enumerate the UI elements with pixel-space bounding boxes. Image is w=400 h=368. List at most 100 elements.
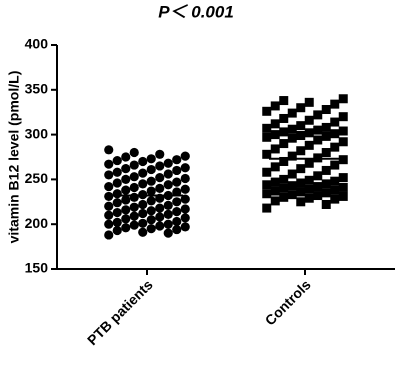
data-point bbox=[262, 189, 272, 199]
data-point bbox=[304, 140, 314, 150]
data-point bbox=[330, 99, 340, 109]
data-point bbox=[129, 147, 139, 158]
data-point bbox=[262, 123, 272, 133]
data-point bbox=[279, 96, 289, 106]
data-point bbox=[163, 169, 173, 179]
data-point bbox=[313, 182, 323, 192]
data-point bbox=[112, 225, 122, 236]
data-point bbox=[112, 167, 122, 177]
data-point bbox=[104, 230, 114, 240]
data-point bbox=[262, 106, 272, 116]
y-tick-label: 250 bbox=[25, 170, 49, 186]
data-point bbox=[330, 160, 340, 170]
data-point bbox=[304, 158, 314, 168]
data-point bbox=[146, 154, 156, 164]
data-point bbox=[338, 173, 348, 183]
y-tick-label: 300 bbox=[25, 125, 49, 141]
x-tick-label: PTB patients bbox=[84, 276, 156, 348]
data-point bbox=[129, 160, 139, 170]
data-point bbox=[172, 197, 182, 207]
data-point bbox=[313, 110, 323, 120]
data-point bbox=[279, 113, 289, 123]
data-point bbox=[279, 156, 289, 166]
data-point bbox=[338, 155, 348, 165]
data-point bbox=[180, 213, 190, 223]
y-tick-label: 350 bbox=[25, 81, 49, 97]
data-point bbox=[163, 209, 173, 219]
data-point bbox=[304, 115, 314, 125]
data-point bbox=[112, 198, 122, 208]
data-point bbox=[146, 186, 156, 196]
data-point bbox=[262, 180, 272, 190]
data-point bbox=[313, 191, 323, 201]
data-point bbox=[112, 217, 122, 228]
data-point bbox=[321, 148, 331, 158]
data-point bbox=[338, 112, 348, 122]
data-point bbox=[155, 161, 165, 171]
data-point bbox=[180, 204, 190, 214]
data-point bbox=[321, 122, 331, 132]
data-point bbox=[121, 152, 131, 162]
data-point bbox=[279, 139, 289, 149]
data-point bbox=[121, 223, 131, 233]
data-point bbox=[138, 227, 148, 237]
data-point bbox=[104, 181, 114, 192]
data-point bbox=[313, 125, 323, 135]
y-axis-label: vitamin B12 level (pmol/L) bbox=[6, 71, 22, 244]
data-point bbox=[146, 196, 156, 206]
data-point bbox=[296, 121, 306, 131]
data-point bbox=[138, 218, 148, 228]
data-point bbox=[296, 187, 306, 197]
data-point bbox=[330, 194, 340, 204]
data-point bbox=[121, 195, 131, 205]
data-point bbox=[287, 190, 297, 200]
data-point bbox=[313, 135, 323, 145]
data-point bbox=[279, 183, 289, 193]
data-point bbox=[163, 180, 173, 190]
data-point bbox=[279, 174, 289, 184]
data-point bbox=[262, 132, 272, 142]
data-point bbox=[172, 224, 182, 235]
data-point bbox=[104, 170, 114, 180]
data-point bbox=[129, 202, 139, 212]
data-point bbox=[146, 224, 156, 234]
data-point bbox=[180, 173, 190, 184]
data-point bbox=[112, 155, 122, 166]
data-point bbox=[270, 186, 280, 196]
data-point bbox=[279, 127, 289, 137]
data-point bbox=[180, 222, 190, 232]
x-tick-label: Controls bbox=[262, 276, 314, 328]
data-point bbox=[180, 184, 190, 194]
data-point bbox=[121, 214, 131, 224]
data-point bbox=[321, 131, 331, 141]
data-point bbox=[279, 192, 289, 202]
data-point bbox=[163, 219, 173, 229]
data-point bbox=[287, 108, 297, 118]
data-point bbox=[104, 145, 114, 155]
data-point bbox=[330, 142, 340, 152]
data-point bbox=[155, 221, 165, 231]
data-point bbox=[270, 119, 280, 129]
data-point bbox=[304, 128, 314, 138]
data-point bbox=[155, 173, 165, 183]
data-point bbox=[338, 137, 348, 147]
data-point bbox=[104, 201, 114, 211]
data-point bbox=[138, 208, 148, 219]
data-point bbox=[129, 172, 139, 182]
data-point bbox=[121, 164, 131, 174]
data-point bbox=[104, 159, 114, 169]
data-point bbox=[287, 124, 297, 134]
data-point bbox=[129, 192, 139, 202]
data-point bbox=[172, 207, 182, 217]
data-point bbox=[172, 165, 182, 176]
data-point bbox=[270, 162, 280, 172]
data-point bbox=[121, 185, 131, 195]
data-point bbox=[296, 197, 306, 207]
data-point bbox=[138, 179, 148, 189]
data-point bbox=[304, 97, 314, 107]
data-point bbox=[304, 184, 314, 194]
data-point bbox=[262, 203, 272, 213]
data-point bbox=[180, 151, 190, 161]
data-point bbox=[155, 149, 165, 159]
data-point bbox=[304, 193, 314, 203]
